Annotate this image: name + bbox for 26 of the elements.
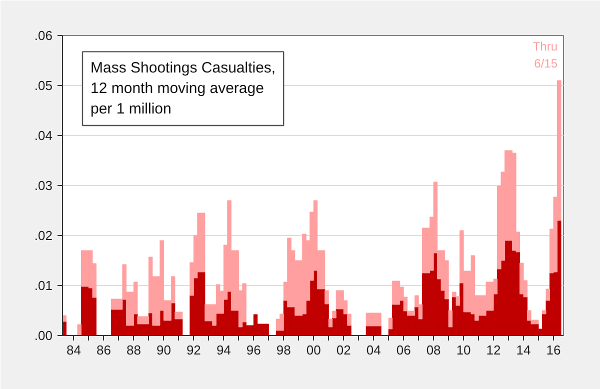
x-tick-label: 12: [486, 342, 501, 358]
y-tick-label: .04: [34, 128, 53, 143]
y-tick-label: .00: [34, 328, 53, 343]
x-tick-label: 90: [156, 342, 171, 358]
y-tick-label: .02: [34, 228, 53, 243]
x-tick-label: 84: [66, 342, 81, 358]
x-tick-label: 00: [306, 342, 321, 358]
x-tick-label: 10: [456, 342, 471, 358]
x-tick-label: 94: [216, 342, 231, 358]
x-tick-label: 96: [246, 342, 261, 358]
annotation: Thru 6/15: [532, 40, 558, 70]
x-tick-label: 88: [126, 342, 141, 358]
x-tick-label: 02: [336, 342, 351, 358]
x-tick-label: 08: [426, 342, 441, 358]
x-tick-label: 14: [516, 342, 531, 358]
x-tick-label: 06: [396, 342, 411, 358]
x-tick-label: 04: [366, 342, 381, 358]
y-tick-label: .06: [34, 28, 53, 43]
x-tick-label: 16: [546, 342, 561, 358]
x-tick-label: 92: [186, 342, 201, 358]
y-tick-label: .01: [34, 278, 53, 293]
text: Mass Shootings Casualties, 12 month moving average per 1 million: [90, 60, 276, 118]
y-tick-label: .03: [34, 178, 53, 193]
x-tick-label: 86: [96, 342, 111, 358]
x-tick-label: 98: [276, 342, 291, 358]
y-tick-label: .05: [34, 78, 53, 93]
